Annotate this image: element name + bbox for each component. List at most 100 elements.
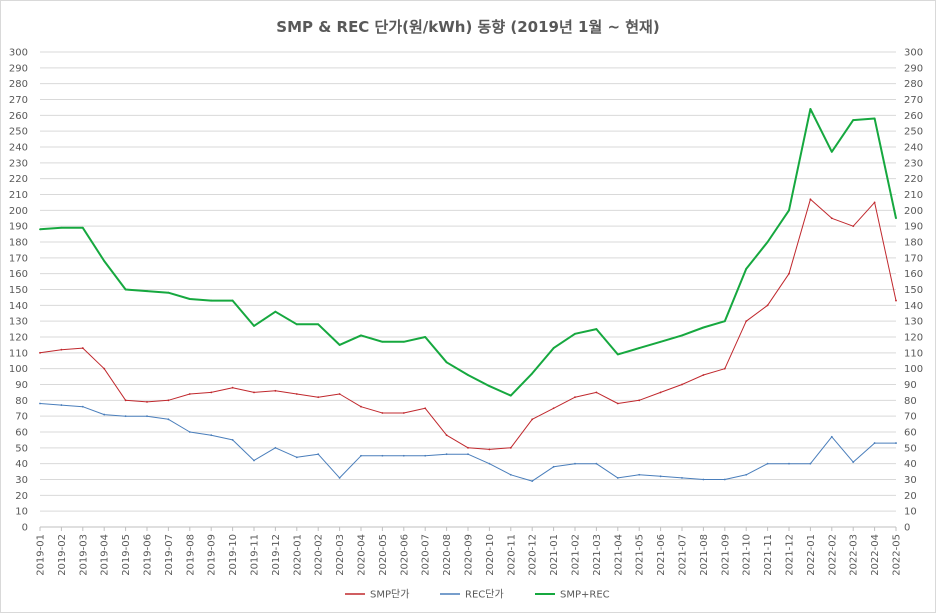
right-y-tick-labels: 0 10 20 30 40 50 60 70 80 90 100 110 120 130 140 150 160… [904,48,923,534]
y-tick-label-left: 160 [9,269,28,280]
data-point [595,328,598,330]
data-point [231,299,234,302]
y-tick-label-right: 150 [904,285,923,296]
y-tick-label-right: 180 [904,238,923,249]
data-point [895,299,897,302]
data-point [295,393,298,395]
data-point [830,435,833,438]
data-point [745,268,748,270]
y-tick-label-right: 230 [904,158,923,169]
y-tick-label-left: 190 [9,222,28,233]
data-point [39,402,41,405]
data-point [809,462,812,465]
legend-label: REC단가 [465,589,504,601]
data-point [146,415,148,418]
y-tick-label-right: 200 [904,206,923,217]
data-point [60,404,63,406]
y-tick-label-right: 0 [904,523,910,534]
data-point [509,446,512,449]
data-point [467,446,469,449]
y-tick-label-right: 40 [904,459,917,470]
x-tick-label: 2019-03 [78,534,89,576]
data-point [60,226,63,229]
data-point [338,477,341,479]
data-point [445,453,448,456]
data-point [531,480,534,482]
legend-label: SMP+REC [560,590,610,601]
x-tick-label: 2019-02 [57,534,68,576]
x-tick-label: 2022-04 [870,534,881,576]
data-point [531,372,534,375]
y-tick-label-left: 200 [9,206,28,217]
data-point [509,473,512,476]
data-point [509,394,512,397]
x-tick-label: 2021-07 [678,534,689,576]
x-tick-label: 2022-01 [806,534,817,576]
y-tick-label-right: 90 [904,380,917,391]
y-tick-label-right: 160 [904,269,923,280]
y-tick-label-right: 240 [904,143,923,154]
data-point [766,304,769,307]
x-tick-label: 2021-12 [785,534,796,576]
data-point [210,391,213,394]
data-point [81,226,84,229]
gridlines [40,51,896,528]
data-point [445,434,448,437]
data-point [766,241,769,243]
data-point [788,209,790,212]
left-y-tick-labels: 0 10 20 30 40 50 60 70 80 90 100 110 120 130 140 150 160… [9,48,28,534]
x-tick-label: 2021-09 [720,534,731,576]
y-tick-label-left: 30 [15,475,28,486]
data-point [81,405,84,408]
y-tick-label-left: 300 [9,48,28,59]
x-tick-label: 2022-03 [849,534,860,576]
data-point [488,448,491,451]
data-point [467,453,469,456]
data-point [616,353,619,356]
x-tick-label: 2021-06 [656,534,667,576]
x-tick-label: 2020-01 [292,534,303,576]
x-tick-label: 2021-02 [571,534,582,576]
data-point [638,399,641,402]
data-point [381,412,384,414]
y-tick-label-right: 170 [904,253,923,264]
x-tick-label: 2021-04 [613,534,624,576]
data-point [274,310,277,313]
data-point [852,225,855,228]
data-point [210,299,213,302]
data-point [702,326,705,329]
y-tick-label-right: 50 [904,443,917,454]
data-point [103,367,106,370]
data-point [146,290,148,292]
x-tick-label: 2022-02 [827,534,838,576]
data-point [146,401,148,403]
x-tick-label: 2020-03 [335,534,346,576]
x-tick-label: 2019-06 [143,534,154,576]
y-tick-label-right: 70 [904,412,917,423]
x-tick-label: 2020-10 [485,534,496,576]
y-tick-label-right: 80 [904,396,917,407]
y-tick-label-right: 250 [904,127,923,138]
y-tick-label-right: 10 [904,507,917,518]
series-lines [39,108,897,482]
data-point [852,119,855,121]
x-tick-labels: 2019-01 2019-02 2019-03 2019-04 2019-05 2019-… [36,527,903,576]
data-point [424,336,427,338]
y-tick-label-left: 100 [9,364,28,375]
x-tick-label: 2019-04 [100,534,111,576]
y-tick-label-left: 280 [9,79,28,90]
x-tick-label: 2020-07 [421,534,432,576]
legend-label: SMP단가 [370,589,409,601]
data-point [745,320,748,323]
data-point [167,418,170,421]
chart-title: SMP & REC 단가(원/kWh) 동향 (2019년 1월 ~ 현재) [276,18,659,36]
data-point [360,405,362,408]
data-point [402,340,405,343]
data-point [723,367,726,370]
y-tick-label-left: 220 [9,174,28,185]
data-point [338,393,341,395]
x-tick-label: 2019-05 [121,534,132,576]
data-point [124,288,127,291]
data-point [745,473,748,476]
